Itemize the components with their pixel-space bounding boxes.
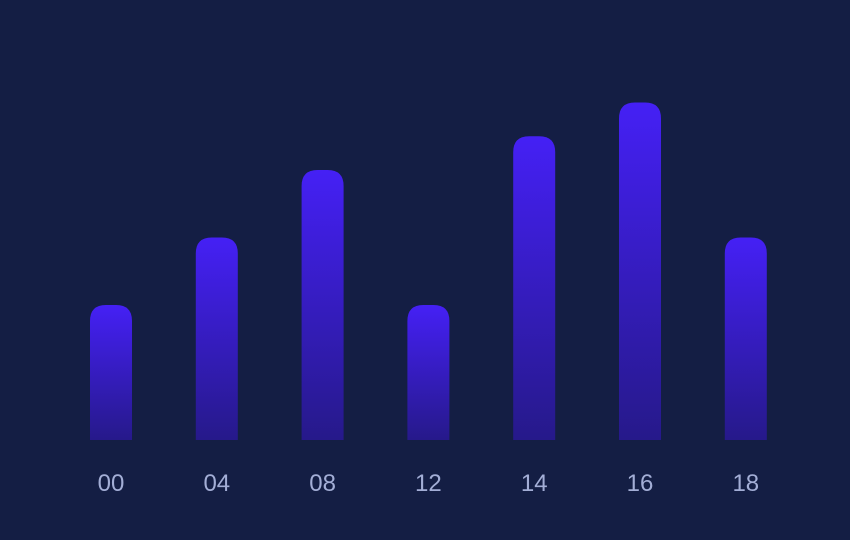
bar-12 xyxy=(407,305,450,440)
x-tick-labels: 00 04 08 12 14 16 18 xyxy=(98,470,760,497)
x-tick-label-04: 04 xyxy=(203,470,230,497)
bar-00 xyxy=(90,305,132,440)
x-tick-label-12: 12 xyxy=(415,470,442,497)
x-tick-label-16: 16 xyxy=(627,470,654,497)
x-tick-label-18: 18 xyxy=(732,470,759,497)
bar-04 xyxy=(195,237,238,440)
bar-18 xyxy=(724,237,767,440)
bar-14 xyxy=(513,136,556,440)
x-tick-label-14: 14 xyxy=(521,470,548,497)
x-tick-label-08: 08 xyxy=(309,470,336,497)
bar-16 xyxy=(619,102,661,440)
x-tick-label-00: 00 xyxy=(98,470,125,497)
bars-group xyxy=(90,102,767,440)
bar-08 xyxy=(301,170,344,440)
